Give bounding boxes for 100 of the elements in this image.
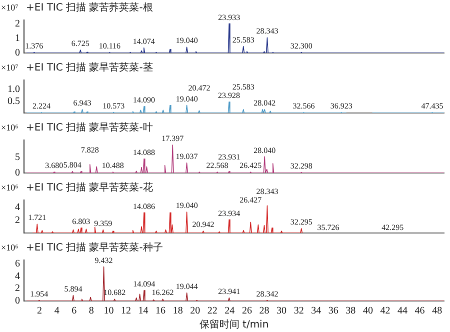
annotation: 28.342	[256, 289, 278, 298]
annotation: 28.343	[256, 186, 278, 196]
chart-title: +EI TIC 扫描 蒙旱苦荬菜-茎	[26, 62, 153, 74]
annotation: 6.725	[71, 39, 90, 48]
x-tick-label: 30	[276, 306, 287, 317]
x-tick-label: 32	[294, 306, 304, 317]
annotation: 14.086	[133, 202, 155, 211]
annotation: 14.094	[133, 280, 156, 289]
x-tick-label: 28	[259, 306, 270, 317]
annotation: 16.262	[152, 288, 174, 298]
annotation: 10.488	[102, 161, 124, 170]
chart-title: +EI TIC 扫描 蒙苦荞荚菜-根	[26, 2, 153, 14]
annotation: 19.040	[176, 36, 198, 46]
x-tick-label: 16	[156, 306, 166, 317]
x-tick-label: 2	[37, 306, 42, 317]
annotation: 26.425	[240, 161, 262, 170]
annotation: 7.828	[80, 146, 99, 155]
y-tick-label: 5	[15, 152, 20, 163]
annotation: 32.300	[290, 41, 312, 50]
annotation: 32.566	[292, 102, 315, 111]
y-tick-label: 6	[15, 258, 20, 270]
annotation: 19.037	[176, 152, 198, 162]
y-tick-label: 0	[15, 296, 20, 307]
annotation: 26.427	[240, 195, 262, 204]
annotation: 28.040	[254, 146, 276, 155]
annotation: 36.923	[330, 102, 352, 111]
x-axis-title: 保留时间 t/min	[199, 318, 269, 331]
annotation: 28.343	[256, 26, 278, 36]
x-tick-label: 12	[120, 306, 131, 317]
x-tick-label: 26	[242, 306, 252, 317]
x-tick-label: 24	[224, 306, 235, 317]
annotation: 6.803	[72, 217, 90, 226]
x-tick-label: 44	[398, 306, 408, 317]
x-tick-label: 10	[104, 306, 114, 317]
y-axis-title: ×10⁶	[1, 122, 18, 132]
annotation: 3.680	[45, 161, 64, 170]
annotation: 23.934	[218, 208, 240, 218]
annotation: 22.568	[206, 161, 228, 170]
annotation: 10.116	[98, 42, 121, 51]
y-tick-label: 1	[15, 32, 20, 44]
annotation: 9.359	[94, 218, 112, 228]
annotation: 20.472	[188, 84, 210, 93]
annotation: 2.224	[32, 102, 50, 111]
x-tick-label: 6	[72, 306, 77, 317]
annotation: 1.721	[28, 213, 46, 222]
annotation: 23.933	[218, 12, 240, 22]
annotation: 1.954	[30, 289, 48, 298]
annotation: 14.090	[133, 95, 156, 104]
x-tick-label: 22	[207, 306, 218, 317]
chart-title: +EI TIC 扫描 蒙早苦荬菜-花	[26, 182, 153, 194]
annotation: 5.894	[64, 284, 82, 294]
annotation: 23.931	[218, 152, 240, 162]
y-tick-label: 4	[15, 202, 20, 214]
x-tick-label: 36	[328, 306, 338, 317]
y-tick-label: 1.0	[8, 84, 20, 96]
annotation: 23.928	[218, 91, 240, 100]
annotation: 19.040	[176, 94, 198, 104]
annotation: 10.573	[102, 101, 125, 110]
annotation: 1.376	[25, 41, 44, 50]
annotation: 5.804	[63, 160, 82, 170]
x-tick-label: 38	[346, 306, 356, 317]
y-tick-label: 4	[15, 270, 20, 282]
annotation: 32.295	[290, 218, 312, 227]
annotation: 17.397	[162, 134, 184, 144]
annotation: 47.435	[421, 102, 444, 111]
annotation: 42.295	[382, 223, 404, 232]
chart-title: +EI TIC 扫描 蒙早苦荬菜-种子	[26, 242, 163, 254]
y-tick-label: 2	[15, 18, 20, 30]
y-axis-title: ×10⁶	[1, 182, 18, 192]
y-tick-label: 0	[15, 48, 20, 59]
annotation: 25.583	[232, 35, 254, 44]
x-tick-label: 4	[54, 306, 60, 317]
x-tick-label: 48	[432, 306, 442, 317]
x-tick-label: 14	[138, 306, 148, 317]
annotation: 20.942	[192, 220, 214, 230]
annotation: 28.042	[254, 98, 276, 108]
x-tick-label: 8	[88, 306, 94, 317]
annotation: 23.941	[218, 286, 240, 296]
y-axis-title: ×10⁷	[1, 2, 18, 12]
x-tick-label: 20	[190, 306, 200, 317]
x-tick-label: 40	[362, 306, 373, 317]
annotation: 14.088	[133, 148, 156, 157]
annotation: 25.583	[232, 82, 254, 92]
annotation: 19.044	[176, 282, 198, 292]
y-tick-label: 2	[15, 283, 20, 294]
annotation: 6.943	[73, 98, 92, 108]
annotation: 19.040	[176, 201, 198, 210]
annotation: 32.298	[290, 161, 312, 170]
x-tick-label: 18	[172, 306, 183, 317]
x-tick-label: 46	[414, 306, 425, 317]
annotation: 14.074	[132, 36, 155, 46]
y-tick-label: 0	[15, 168, 20, 179]
chart-title: +EI TIC 扫描 蒙旱苦荬菜-叶	[26, 122, 153, 134]
x-tick-label: 42	[380, 306, 390, 317]
y-axis-title: ×10⁷	[1, 62, 18, 72]
y-tick-label: 0.5	[8, 96, 20, 107]
x-tick-label: 34	[311, 306, 322, 317]
y-tick-label: 2	[15, 214, 20, 226]
annotation: 35.726	[317, 223, 340, 232]
y-axis-title: ×10⁶	[1, 242, 18, 252]
